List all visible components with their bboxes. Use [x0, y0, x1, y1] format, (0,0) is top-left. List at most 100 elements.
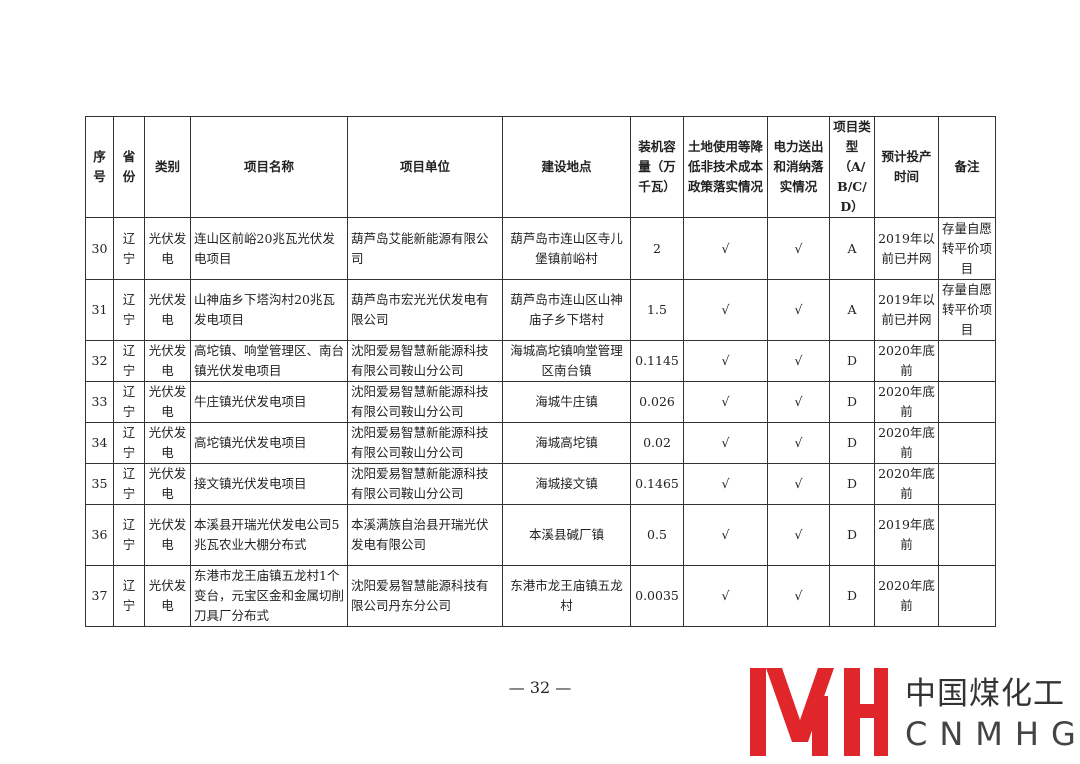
table-cell: √	[767, 504, 830, 566]
table-cell: √	[683, 279, 768, 341]
table-cell: √	[767, 381, 830, 423]
column-header: 省份	[113, 116, 145, 218]
table-cell: 海城高坨镇响堂管理区南台镇	[502, 340, 631, 382]
table-cell: √	[767, 565, 830, 627]
column-header: 预计投产时间	[874, 116, 939, 218]
table-cell: 海城牛庄镇	[502, 381, 631, 423]
column-header: 项目类型（A/B/C/D）	[829, 116, 875, 218]
table-cell	[938, 340, 996, 382]
table-cell: 2020年底前	[874, 340, 939, 382]
table-cell: 辽宁	[113, 340, 145, 382]
table-row: 30 辽宁 光伏发电 连山区前峪20兆瓦光伏发电项目 葫芦岛艾能新能源有限公司 葫芦岛市连…	[85, 217, 996, 280]
table-cell: 沈阳爱易智慧新能源科技有限公司鞍山分公司	[347, 422, 503, 464]
table-row: 35 辽宁 光伏发电 接文镇光伏发电项目 沈阳爱易智慧新能源科技有限公司鞍山分公司 海城接…	[85, 463, 996, 505]
table-cell: 海城接文镇	[502, 463, 631, 505]
column-header: 序号	[85, 116, 114, 218]
table-cell: 高坨镇、响堂管理区、南台镇光伏发电项目	[190, 340, 348, 382]
table-cell: √	[683, 217, 768, 280]
table-cell: 山神庙乡下塔沟村20兆瓦发电项目	[190, 279, 348, 341]
table-cell	[938, 565, 996, 627]
project-table: 序号 省份 类别 项目名称 项目单位 建设地点 装机容量（万千瓦） 土地使用等降低非技术成本政…	[85, 116, 996, 627]
table-cell: √	[683, 340, 768, 382]
table-cell: √	[767, 463, 830, 505]
table-cell: D	[829, 340, 875, 382]
table-cell: 33	[85, 381, 114, 423]
table-cell: 辽宁	[113, 504, 145, 566]
table-cell: 35	[85, 463, 114, 505]
table-cell: 东港市龙王庙镇五龙村	[502, 565, 631, 627]
table-cell: √	[767, 217, 830, 280]
table-cell: 光伏发电	[144, 463, 191, 505]
table-cell: 辽宁	[113, 565, 145, 627]
table-cell: 光伏发电	[144, 422, 191, 464]
table-cell: 34	[85, 422, 114, 464]
table-cell: 2020年底前	[874, 463, 939, 505]
table-cell: √	[683, 565, 768, 627]
table-cell: 光伏发电	[144, 565, 191, 627]
table-cell: A	[829, 279, 875, 341]
column-header: 建设地点	[502, 116, 631, 218]
table-cell: 2019年以前已并网	[874, 279, 939, 341]
table-cell: 光伏发电	[144, 340, 191, 382]
table-cell: 光伏发电	[144, 279, 191, 341]
table-row: 34 辽宁 光伏发电 高坨镇光伏发电项目 沈阳爱易智慧新能源科技有限公司鞍山分公司 海城高…	[85, 422, 996, 464]
table-cell: 沈阳爱易智慧新能源科技有限公司鞍山分公司	[347, 340, 503, 382]
table-cell: 接文镇光伏发电项目	[190, 463, 348, 505]
column-header: 电力送出和消纳落实情况	[767, 116, 830, 218]
table-row: 32 辽宁 光伏发电 高坨镇、响堂管理区、南台镇光伏发电项目 沈阳爱易智慧新能源科技有限…	[85, 340, 996, 382]
table-cell: √	[767, 422, 830, 464]
table-cell: 本溪满族自治县开瑞光伏发电有限公司	[347, 504, 503, 566]
table-cell: 0.026	[630, 381, 684, 423]
table-cell: 辽宁	[113, 381, 145, 423]
table-cell: D	[829, 422, 875, 464]
table-cell: √	[683, 381, 768, 423]
table-cell: 2	[630, 217, 684, 280]
table-cell: 东港市龙王庙镇五龙村1个变台，元宝区金和金属切削刀具厂分布式	[190, 565, 348, 627]
table-cell: √	[683, 422, 768, 464]
table-cell	[938, 463, 996, 505]
table-cell: 0.1465	[630, 463, 684, 505]
column-header: 土地使用等降低非技术成本政策落实情况	[683, 116, 768, 218]
table-cell: 2020年底前	[874, 422, 939, 464]
table-cell: 0.5	[630, 504, 684, 566]
cnmhg-logo	[750, 668, 888, 756]
table-cell: 海城高坨镇	[502, 422, 631, 464]
table-cell: 光伏发电	[144, 381, 191, 423]
table-cell: 沈阳爱易智慧新能源科技有限公司鞍山分公司	[347, 463, 503, 505]
table-cell: D	[829, 381, 875, 423]
table-cell: 2020年底前	[874, 381, 939, 423]
table-cell: 2019年底前	[874, 504, 939, 566]
table-cell: 葫芦岛市宏光光伏发电有限公司	[347, 279, 503, 341]
table-cell: 辽宁	[113, 422, 145, 464]
table-row: 36 辽宁 光伏发电 本溪县开瑞光伏发电公司5兆瓦农业大棚分布式 本溪满族自治县开瑞光伏…	[85, 504, 996, 566]
table-cell: 1.5	[630, 279, 684, 341]
column-header: 备注	[938, 116, 996, 218]
table-row: 37 辽宁 光伏发电 东港市龙王庙镇五龙村1个变台，元宝区金和金属切削刀具厂分布式 沈阳…	[85, 565, 996, 627]
table-row: 31 辽宁 光伏发电 山神庙乡下塔沟村20兆瓦发电项目 葫芦岛市宏光光伏发电有限公司 葫芦…	[85, 279, 996, 341]
table-cell: 牛庄镇光伏发电项目	[190, 381, 348, 423]
table-cell: 连山区前峪20兆瓦光伏发电项目	[190, 217, 348, 280]
table-cell: 2019年以前已并网	[874, 217, 939, 280]
table-cell: √	[767, 340, 830, 382]
table-cell: √	[683, 504, 768, 566]
table-cell: D	[829, 463, 875, 505]
table-cell: 0.0035	[630, 565, 684, 627]
table-cell: 葫芦岛市连山区寺儿堡镇前峪村	[502, 217, 631, 280]
page-number: — 32 —	[508, 678, 572, 697]
column-header: 项目名称	[190, 116, 348, 218]
table-cell: 本溪县碱厂镇	[502, 504, 631, 566]
table-cell: 沈阳爱易智慧新能源科技有限公司鞍山分公司	[347, 381, 503, 423]
table-cell	[938, 504, 996, 566]
table-cell: 0.02	[630, 422, 684, 464]
logo-text-cn: 中国煤化工	[905, 676, 1065, 712]
table-cell: 存量自愿转平价项目	[938, 217, 996, 280]
table-cell: 葫芦岛市连山区山神庙子乡下塔村	[502, 279, 631, 341]
column-header: 类别	[144, 116, 191, 218]
table-cell: √	[767, 279, 830, 341]
column-header: 项目单位	[347, 116, 503, 218]
table-cell: 32	[85, 340, 114, 382]
table-cell: 36	[85, 504, 114, 566]
table-cell: 存量自愿转平价项目	[938, 279, 996, 341]
table-cell: 本溪县开瑞光伏发电公司5兆瓦农业大棚分布式	[190, 504, 348, 566]
table-cell: 37	[85, 565, 114, 627]
